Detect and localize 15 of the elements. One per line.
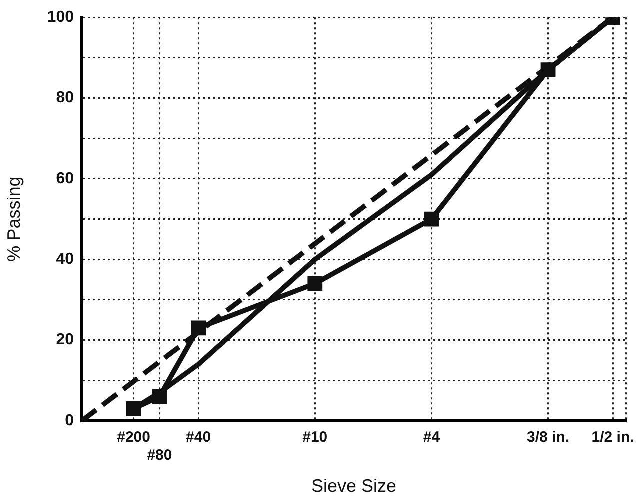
x-tick-label: #200 xyxy=(117,429,150,446)
x-tick-label: 3/8 in. xyxy=(527,429,570,446)
y-tick-label: 20 xyxy=(56,332,74,349)
y-tick-label: 0 xyxy=(65,412,74,430)
y-tick-label: 100 xyxy=(47,9,74,26)
x-tick-label: #4 xyxy=(423,429,441,446)
x-tick-label: #40 xyxy=(186,429,212,446)
y-axis-title: % Passing xyxy=(4,176,24,262)
x-tick-label: #10 xyxy=(302,429,328,446)
y-tick-label: 80 xyxy=(56,90,74,107)
y-tick-label: 60 xyxy=(56,170,74,188)
y-tick-label: 40 xyxy=(56,251,74,268)
x-axis-title: Sieve Size xyxy=(311,476,397,496)
x-tick-label: 1/2 in. xyxy=(592,429,634,446)
x-tick-label: #80 xyxy=(147,447,172,464)
